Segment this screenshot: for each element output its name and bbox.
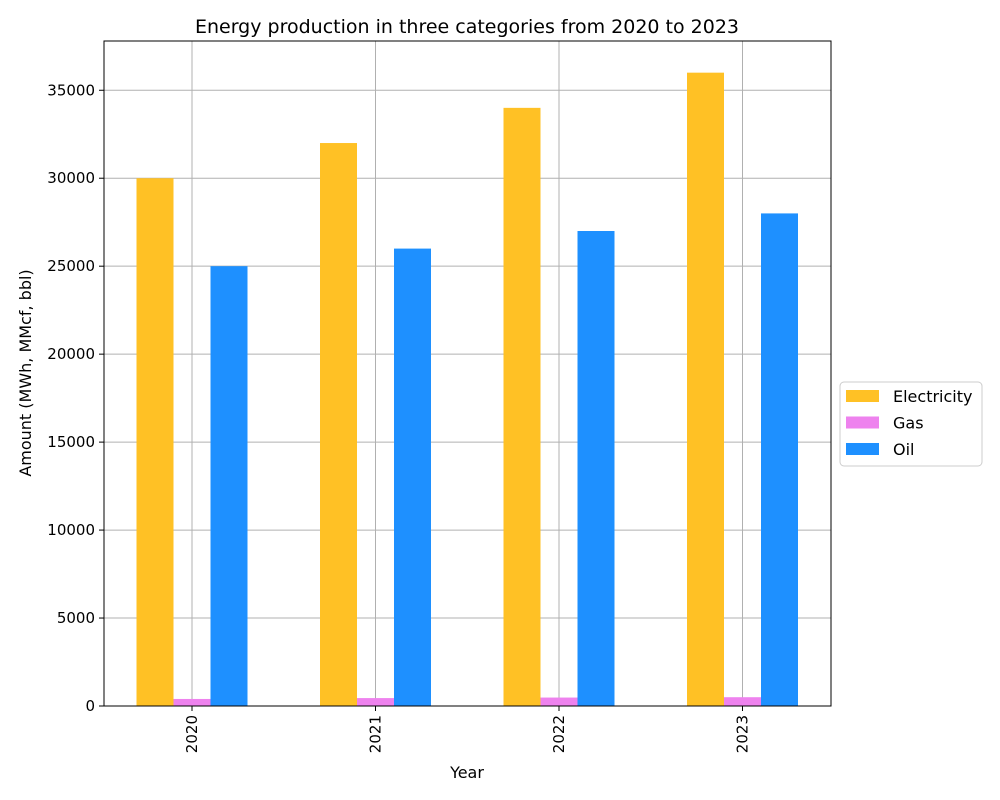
legend-swatch-oil <box>846 443 879 455</box>
plot-frame <box>103 40 832 707</box>
chart-title: Energy production in three categories fr… <box>195 16 739 38</box>
bar-oil-2022 <box>577 231 615 706</box>
legend-label-oil: Oil <box>893 440 914 459</box>
bars <box>136 72 798 706</box>
y-tick-label: 10000 <box>47 521 95 539</box>
x-axis-title: Year <box>449 763 484 782</box>
y-axis-title: Amount (MWh, MMcf, bbl) <box>16 269 35 476</box>
bar-gas-2022 <box>540 697 578 706</box>
y-tick-label: 35000 <box>47 81 95 99</box>
bar-oil-2020 <box>210 266 248 706</box>
y-tick-label: 5000 <box>57 609 95 627</box>
y-axis-ticks: 0 5000 10000 15000 20000 25000 30000 35000 <box>47 81 104 715</box>
x-axis-ticks: 2020 2021 2022 2023 <box>183 706 752 753</box>
x-tick-label: 2022 <box>550 715 568 753</box>
bar-electricity-2023 <box>687 72 724 706</box>
y-tick-label: 30000 <box>47 169 95 187</box>
x-tick-label: 2023 <box>734 715 752 753</box>
legend-label-gas: Gas <box>893 414 924 433</box>
legend-swatch-gas <box>846 416 879 429</box>
bar-electricity-2021 <box>320 143 357 706</box>
bar-oil-2021 <box>394 248 431 706</box>
y-tick-label: 25000 <box>47 257 95 275</box>
bar-gas-2021 <box>357 698 394 706</box>
legend-swatch-electricity <box>846 390 879 402</box>
y-tick-label: 15000 <box>47 433 95 451</box>
bar-electricity-2020 <box>136 178 174 706</box>
x-tick-label: 2020 <box>183 715 201 753</box>
legend: Electricity Gas Oil <box>839 381 983 467</box>
bar-gas-2020 <box>173 698 211 706</box>
y-tick-label: 0 <box>85 697 95 715</box>
bar-oil-2023 <box>761 213 798 706</box>
x-tick-label: 2021 <box>367 715 385 753</box>
bar-electricity-2022 <box>503 107 541 706</box>
y-tick-label: 20000 <box>47 345 95 363</box>
legend-label-electricity: Electricity <box>893 387 972 406</box>
bar-gas-2023 <box>724 697 761 706</box>
